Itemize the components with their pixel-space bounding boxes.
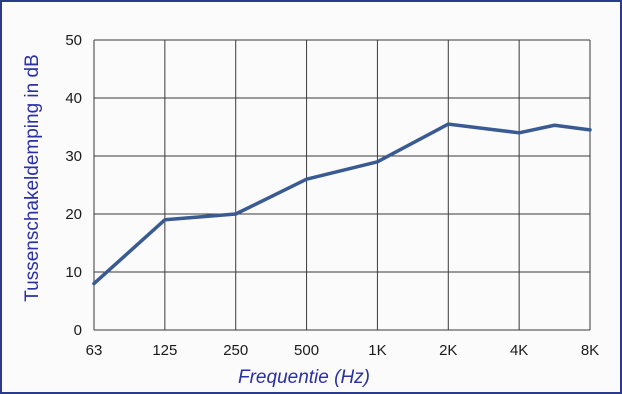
y-tick-label: 50 [65,32,82,49]
y-axis-title: Tussenschakeldemping in dB [22,54,43,302]
x-tick-label: 4K [510,342,528,359]
y-tick-label: 40 [65,90,82,107]
y-tick-label: 20 [65,206,82,223]
x-tick-label: 500 [294,342,319,359]
grid [93,39,591,331]
x-tick-label: 125 [152,342,177,359]
x-tick-label: 63 [86,342,103,359]
y-tick-labels: 0 10 20 30 40 50 [65,32,82,339]
y-tick-label: 0 [74,322,82,339]
x-axis-title: Frequentie (Hz) [238,367,370,388]
x-tick-label: 8K [581,342,599,359]
series-layer [92,122,592,286]
y-tick-label: 10 [65,264,82,281]
y-tick-label: 30 [65,148,82,165]
x-tick-label: 1K [368,342,386,359]
x-tick-labels: 63 125 250 500 1K 2K 4K 8K [86,342,600,359]
x-tick-label: 2K [439,342,457,359]
x-tick-label: 250 [223,342,248,359]
series-line-0 [92,122,592,286]
